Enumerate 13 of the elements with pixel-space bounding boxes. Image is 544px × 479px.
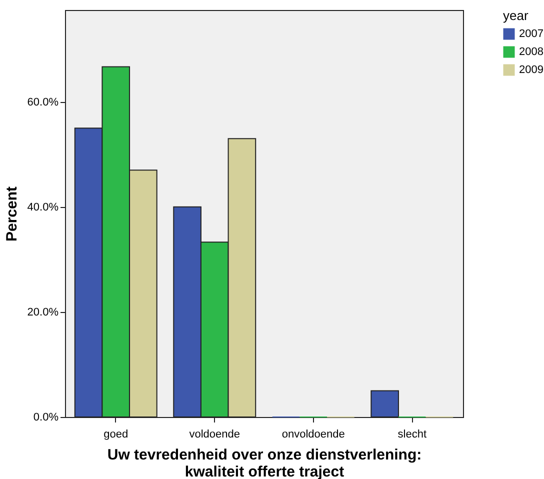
- x-tick-label: voldoende: [189, 428, 240, 440]
- y-tick-label: 0.0%: [33, 412, 59, 424]
- x-tick-label: onvoldoende: [282, 428, 345, 440]
- legend-label: 2007: [519, 28, 544, 40]
- x-tick-label: slecht: [398, 428, 427, 440]
- legend-title: year: [503, 8, 529, 23]
- legend-label: 2009: [519, 64, 544, 76]
- y-tick-label: 20.0%: [27, 306, 59, 318]
- x-tick-label: goed: [104, 428, 128, 440]
- y-tick-label: 40.0%: [27, 201, 59, 214]
- legend-label: 2008: [519, 46, 544, 58]
- y-axis-title: Percent: [3, 186, 20, 242]
- y-tick-label: 60.0%: [27, 96, 59, 108]
